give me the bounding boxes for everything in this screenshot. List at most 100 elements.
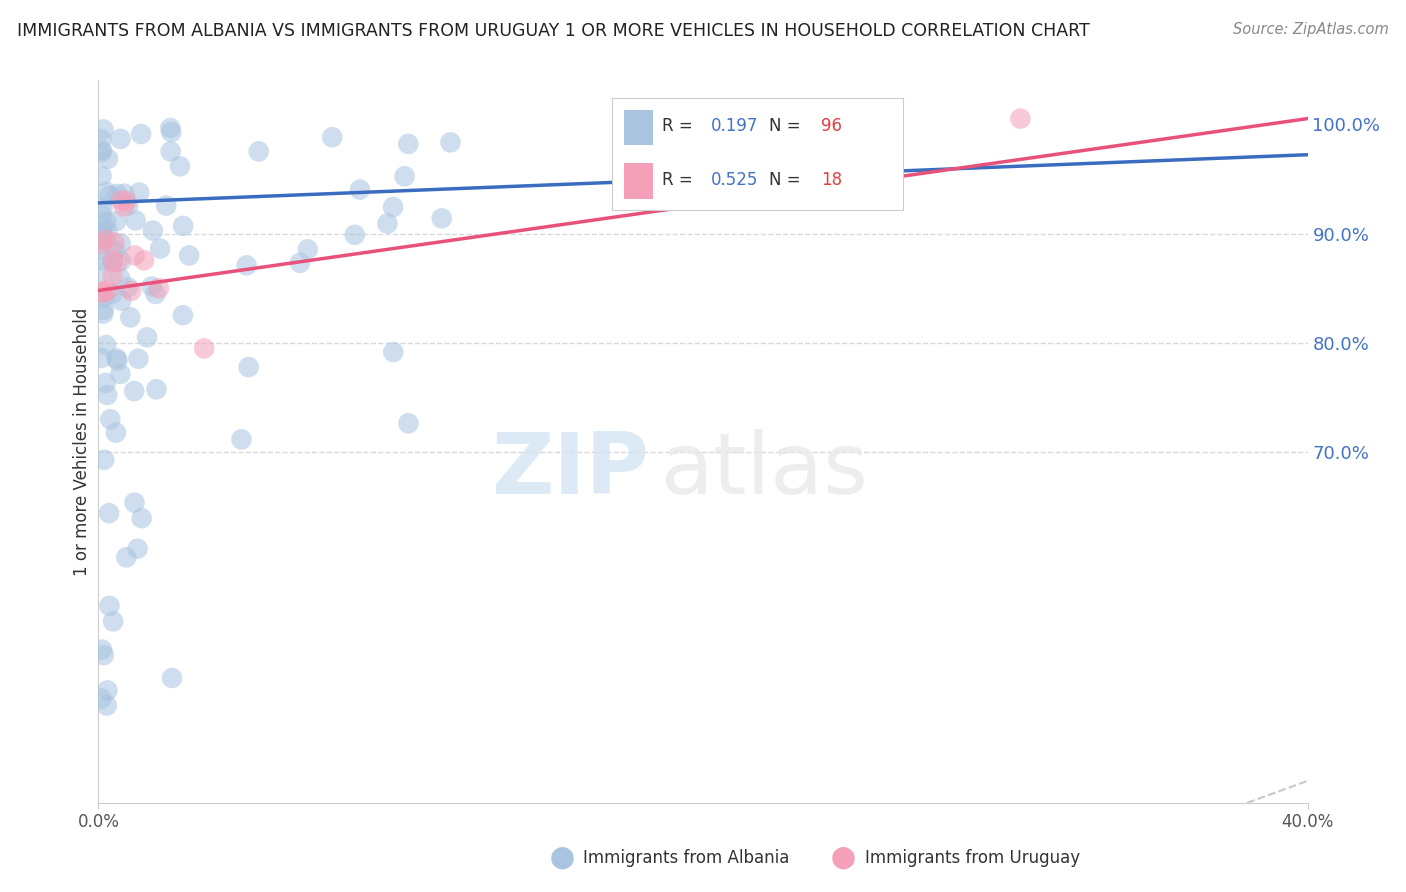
Point [93, 452, 115, 467]
Point [343, 227, 366, 242]
Point [132, 253, 155, 268]
Point [97, 152, 120, 166]
Point [91, 253, 114, 268]
Text: IMMIGRANTS FROM ALBANIA VS IMMIGRANTS FROM URUGUAY 1 OR MORE VEHICLES IN HOUSEHO: IMMIGRANTS FROM ALBANIA VS IMMIGRANTS FR… [17, 22, 1090, 40]
Point [107, 353, 129, 368]
Point [98, 599, 121, 613]
Point [108, 271, 131, 285]
Point [396, 417, 419, 431]
Point [120, 310, 142, 325]
Point [382, 345, 405, 359]
Point [112, 200, 135, 214]
Point [91, 227, 114, 241]
Point [439, 136, 461, 150]
Text: Source: ZipAtlas.com: Source: ZipAtlas.com [1233, 22, 1389, 37]
Point [145, 382, 167, 396]
Point [1010, 112, 1032, 126]
Point [90, 145, 112, 159]
Point [94, 376, 117, 390]
Point [115, 194, 138, 208]
Point [159, 121, 181, 136]
Point [104, 425, 127, 440]
Text: ZIP: ZIP [491, 429, 648, 512]
Point [91, 218, 114, 232]
Point [129, 127, 152, 141]
Point [101, 253, 124, 268]
Point [142, 223, 165, 237]
Point [247, 145, 270, 159]
Point [90, 227, 112, 241]
Point [179, 248, 201, 262]
Point [110, 132, 132, 146]
Point [235, 259, 257, 273]
Point [115, 550, 138, 565]
Point [101, 269, 124, 284]
Point [90, 236, 112, 251]
Point [127, 351, 149, 366]
Point [321, 130, 343, 145]
Point [114, 186, 136, 201]
Point [90, 233, 112, 247]
Point [98, 506, 121, 520]
Point [97, 284, 120, 298]
Point [93, 122, 115, 136]
Point [145, 287, 167, 301]
Point [96, 185, 118, 199]
Point [91, 307, 114, 321]
Point [90, 351, 112, 365]
Point [96, 698, 118, 713]
Point [93, 648, 115, 662]
Point [110, 367, 132, 381]
Point [93, 285, 115, 300]
Point [96, 683, 118, 698]
Point [169, 159, 191, 173]
Point [160, 125, 183, 139]
Point [103, 235, 125, 250]
Point [193, 342, 215, 356]
Point [94, 233, 117, 247]
Point [110, 236, 132, 251]
Point [155, 198, 177, 212]
Text: Immigrants from Albania: Immigrants from Albania [583, 849, 790, 867]
Point [128, 186, 150, 200]
Point [110, 194, 132, 208]
Point [117, 198, 139, 212]
Point [91, 201, 114, 215]
Point [101, 286, 124, 301]
Point [110, 254, 132, 268]
Point [90, 244, 112, 258]
Point [93, 291, 115, 305]
Point [122, 384, 145, 398]
Point [131, 511, 153, 525]
Point [104, 244, 127, 258]
Text: Immigrants from Uruguay: Immigrants from Uruguay [865, 849, 1080, 867]
Point [297, 243, 319, 257]
Point [172, 308, 194, 322]
Point [91, 143, 114, 157]
Point [136, 330, 159, 344]
Point [231, 433, 253, 447]
Point [124, 213, 146, 227]
Point [159, 145, 181, 159]
Text: ⬤: ⬤ [550, 847, 575, 870]
Y-axis label: 1 or more Vehicles in Household: 1 or more Vehicles in Household [73, 308, 91, 575]
Point [90, 208, 112, 222]
Point [238, 360, 260, 375]
Point [124, 248, 146, 262]
Point [141, 279, 163, 293]
Point [110, 293, 132, 308]
Point [149, 242, 172, 256]
Point [90, 266, 112, 280]
Point [96, 388, 118, 402]
Point [90, 169, 112, 183]
Point [396, 136, 419, 151]
Point [105, 351, 128, 366]
Point [172, 219, 194, 233]
Point [127, 541, 149, 556]
Point [148, 281, 170, 295]
Point [160, 671, 183, 685]
Point [90, 228, 112, 243]
Point [98, 188, 121, 202]
Point [90, 285, 112, 299]
Point [430, 211, 453, 226]
